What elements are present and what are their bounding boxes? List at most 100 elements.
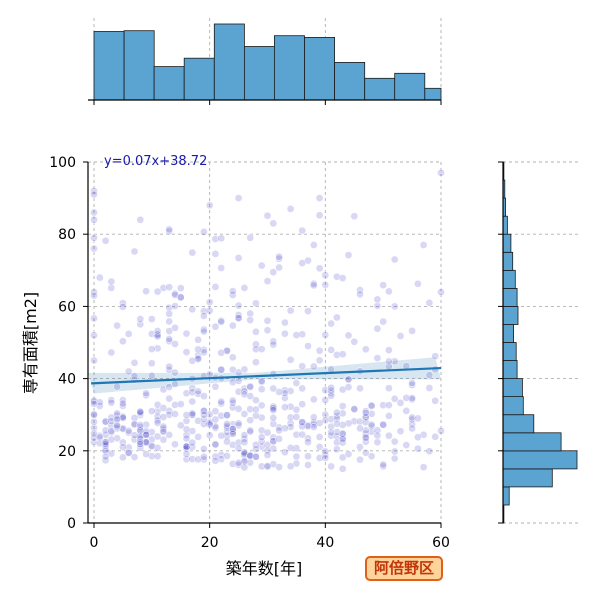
y-hist-bar-13 xyxy=(502,269,516,289)
scatter-point-318 xyxy=(344,450,353,459)
scatter-point-468 xyxy=(309,241,318,249)
scatter-point-222 xyxy=(350,417,359,426)
scatter-point-435 xyxy=(281,329,289,338)
scatter-point-62 xyxy=(159,424,168,433)
scatter-point-446 xyxy=(153,327,162,335)
scatter-point-580 xyxy=(356,384,364,393)
scatter-point-463 xyxy=(298,259,307,267)
scatter-point-414 xyxy=(246,383,255,391)
scatter-point-340 xyxy=(408,381,416,389)
scatter-point-177 xyxy=(234,461,243,469)
scatter-point-459 xyxy=(234,254,243,262)
scatter-point-392 xyxy=(298,384,307,393)
scatter-point-366 xyxy=(211,250,220,258)
scatter-point-124 xyxy=(153,400,162,409)
scatter-point-509 xyxy=(165,317,174,326)
scatter-point-86 xyxy=(119,414,127,422)
scatter-point-284 xyxy=(223,420,231,428)
scatter-point-537 xyxy=(200,325,208,334)
scatter-point-304 xyxy=(234,405,243,413)
x-hist-bar-1 xyxy=(123,30,155,101)
scatter-point-270 xyxy=(379,462,388,471)
scatter-point-268 xyxy=(286,402,295,411)
scatter-point-421 xyxy=(425,371,434,379)
y-tick-label-0: 0 xyxy=(67,516,76,532)
scatter-point-311 xyxy=(379,460,388,469)
scatter-point-427 xyxy=(298,400,307,409)
scatter-point-445 xyxy=(252,327,260,336)
scatter-point-514 xyxy=(200,345,208,354)
scatter-point-22 xyxy=(90,433,98,442)
scatter-point-275 xyxy=(356,417,364,426)
scatter-point-100 xyxy=(159,413,168,421)
scatter-point-174 xyxy=(228,399,237,407)
scatter-point-384 xyxy=(315,264,324,273)
scatter-point-269 xyxy=(292,430,301,439)
y-hist-bar-14 xyxy=(502,251,514,271)
scatter-point-278 xyxy=(361,407,370,415)
scatter-point-609 xyxy=(90,291,98,300)
scatter-point-117 xyxy=(176,421,185,430)
scatter-point-213 xyxy=(240,387,249,396)
scatter-point-494 xyxy=(217,397,226,406)
scatter-point-541 xyxy=(165,335,174,343)
district-badge: 阿倍野区 xyxy=(365,556,443,581)
scatter-point-469 xyxy=(263,211,272,220)
scatter-point-357 xyxy=(379,401,388,410)
y-histogram xyxy=(502,161,578,524)
scatter-point-420 xyxy=(165,225,174,234)
y-hist-bar-1 xyxy=(502,486,510,506)
scatter-point-386 xyxy=(385,346,393,354)
scatter-point-286 xyxy=(309,395,318,404)
scatter-point-276 xyxy=(338,421,347,429)
scatter-point-314 xyxy=(408,415,416,424)
scatter-point-218 xyxy=(257,377,266,385)
scatter-point-529 xyxy=(194,345,202,354)
scatter-point-121 xyxy=(257,413,266,422)
scatter-point-210 xyxy=(223,452,231,460)
scatter-point-476 xyxy=(246,316,255,324)
scatter-point-550 xyxy=(205,370,214,379)
scatter-point-353 xyxy=(315,419,324,427)
scatter-point-68 xyxy=(136,432,145,440)
scatter-point-141 xyxy=(188,409,197,418)
scatter-point-185 xyxy=(223,422,231,431)
scatter-point-145 xyxy=(200,445,208,453)
scatter-point-116 xyxy=(188,397,197,406)
y-hist-bar-16 xyxy=(502,215,508,235)
scatter-point-183 xyxy=(217,431,226,440)
scatter-point-267 xyxy=(333,438,341,447)
scatter-point-426 xyxy=(252,340,260,349)
scatter-point-327 xyxy=(298,430,307,439)
regression-line xyxy=(91,366,442,385)
scatter-point-563 xyxy=(333,313,341,322)
scatter-point-599 xyxy=(437,427,445,435)
scatter-point-240 xyxy=(269,420,278,428)
scatter-point-408 xyxy=(240,284,249,292)
y-hist-bar-3 xyxy=(502,450,578,470)
x-hist-bar-0 xyxy=(93,31,125,101)
y-hist-bar-2 xyxy=(502,468,553,488)
scatter-point-507 xyxy=(165,309,174,318)
scatter-point-54 xyxy=(119,438,127,447)
scatter-point-545 xyxy=(252,299,260,308)
scatter-point-467 xyxy=(205,306,214,315)
scatter-point-605 xyxy=(90,215,98,224)
scatter-point-409 xyxy=(269,268,278,277)
scatter-point-125 xyxy=(188,455,197,463)
scatter-point-36 xyxy=(159,435,168,444)
scatter-point-227 xyxy=(269,444,278,453)
scatter-point-265 xyxy=(344,419,353,428)
scatter-point-553 xyxy=(390,302,399,311)
scatter-point-497 xyxy=(130,358,139,367)
y-axis-title: 専有面積[m2] xyxy=(21,292,40,394)
scatter-point-543 xyxy=(107,348,116,357)
scatter-point-208 xyxy=(153,444,162,452)
scatter-point-500 xyxy=(136,407,145,416)
scatter-point-258 xyxy=(315,454,324,462)
scatter-points xyxy=(90,168,445,473)
scatter-point-506 xyxy=(228,287,237,295)
tick-labels: 0 20 40 60 0 20 40 60 80 100 xyxy=(49,155,450,551)
scatter-point-112 xyxy=(95,398,104,407)
